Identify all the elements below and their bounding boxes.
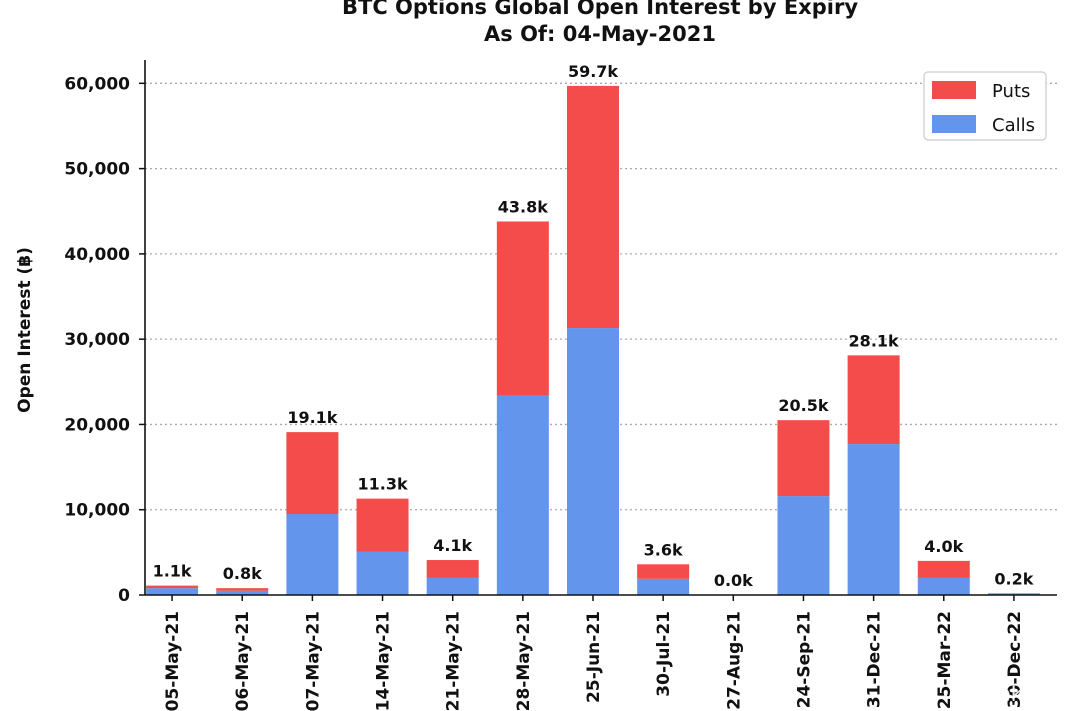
bar-puts [356,498,409,552]
bar-total-label: 0.2k [994,569,1033,588]
x-tick-label: 07-May-21 [303,611,323,711]
x-tick-label: 28-May-21 [514,611,534,711]
bar-puts [286,432,339,514]
bar-calls [496,395,549,595]
y-axis-label: Open Interest (฿) [15,247,35,413]
x-tick-label: 06-May-21 [233,611,253,711]
legend-label: Calls [992,115,1035,136]
chart-title: BTC Options Global Open Interest by Expi… [342,0,858,19]
x-tick-label: 30-Dec-22 [1005,611,1025,708]
bar-total-label: 4.0k [924,537,963,556]
legend-swatch [932,115,976,133]
x-tick-label: 25-Mar-22 [935,611,955,709]
bar-total-label: 59.7k [568,62,618,81]
bar-calls [987,593,1040,595]
watermark-icon: ✿ [918,682,936,707]
bar-puts [637,564,690,579]
bar-total-label: 0.8k [223,564,262,583]
bar-total-label: 19.1k [287,408,337,427]
y-tick-label: 10,000 [64,501,130,521]
y-tick-label: 40,000 [64,245,130,265]
bar-calls [426,577,479,595]
x-tick-label: 24-Sep-21 [794,611,814,708]
bar-calls [356,551,409,595]
bar-calls [286,513,339,595]
bar-puts [146,585,199,589]
bar-puts [426,560,479,578]
legend-swatch [932,81,976,99]
bar-puts [216,588,269,591]
bar-total-label: 4.1k [433,536,472,555]
bar-calls [216,590,269,595]
x-tick-label: 25-Jun-21 [584,611,604,703]
x-tick-label: 30-Jul-21 [654,611,674,697]
bar-total-label: 1.1k [153,562,192,581]
watermark: ✿ Greeks [918,682,1035,707]
bar-total-label: 11.3k [357,475,407,494]
bar-total-label: 28.1k [849,331,899,350]
bar-puts [777,420,830,497]
x-tick-label: 31-Dec-21 [865,611,885,708]
y-tick-label: 0 [118,586,130,606]
bar-calls [567,328,619,595]
y-tick-label: 60,000 [64,74,130,94]
y-tick-label: 50,000 [64,160,130,180]
bar-puts [567,85,619,329]
x-tick-label: 14-May-21 [374,611,394,711]
watermark-text: Greeks [958,682,1035,707]
x-tick-label: 21-May-21 [444,611,464,711]
bar-calls [917,577,970,595]
bar-total-label: 0.0k [714,571,753,590]
bar-calls [847,444,900,595]
bar-total-label: 3.6k [644,540,683,559]
bar-puts [847,355,900,445]
chart-subtitle: As Of: 04-May-2021 [484,22,716,46]
x-tick-label: 05-May-21 [163,611,183,711]
bar-total-label: 20.5k [778,396,828,415]
bar-calls [777,496,830,595]
x-tick-label: 27-Aug-21 [724,611,744,710]
bar-puts [917,560,970,578]
bar-calls [637,578,690,595]
bar-total-label: 43.8k [498,197,548,216]
bar-puts [496,221,549,396]
y-tick-label: 20,000 [64,415,130,435]
legend-label: Puts [992,81,1030,102]
legend: Puts Calls [923,71,1047,141]
y-tick-label: 30,000 [64,330,130,350]
bar-calls [146,588,199,595]
